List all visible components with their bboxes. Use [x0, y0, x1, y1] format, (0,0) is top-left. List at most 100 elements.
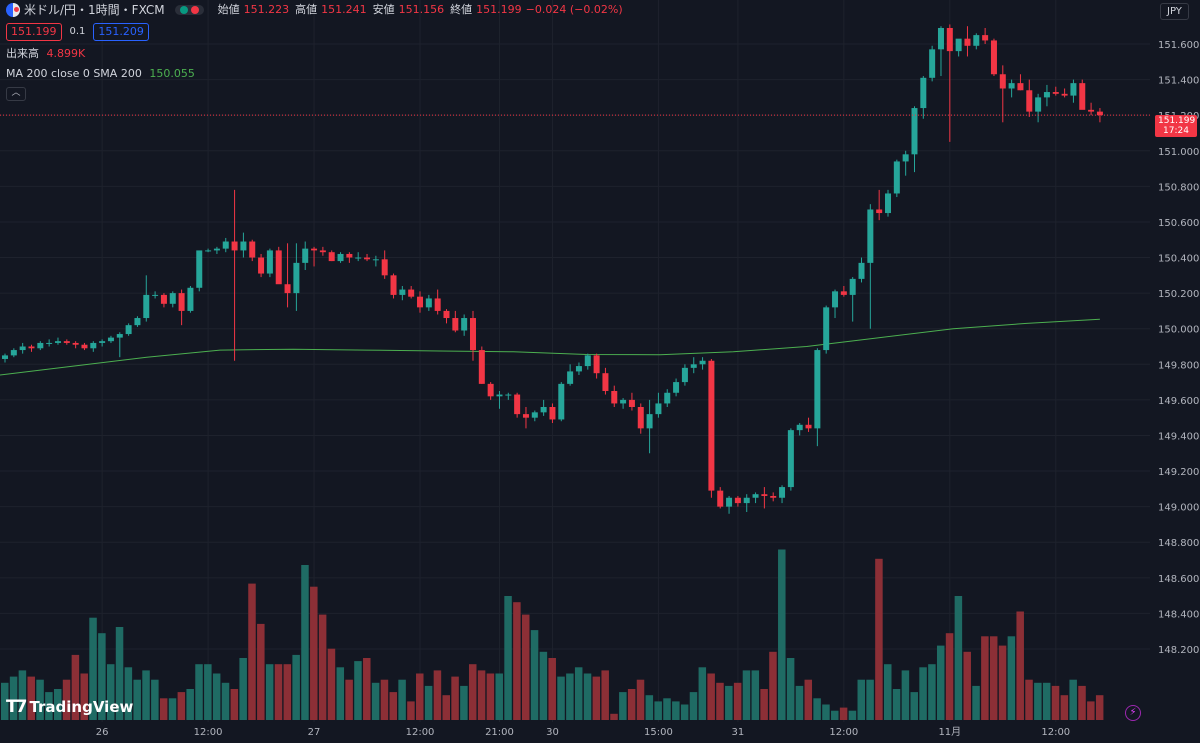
volume-bar — [786, 658, 795, 720]
volume-bar — [680, 704, 689, 720]
volume-bar — [71, 654, 80, 720]
volume-bar — [257, 623, 265, 720]
time-tick-label: 11月 — [938, 726, 961, 738]
volume-bar — [822, 704, 830, 720]
candle-body — [417, 296, 424, 308]
volume-bar — [839, 707, 848, 720]
time-tick-label: 15:00 — [644, 727, 673, 738]
candle-body — [637, 407, 644, 429]
candle-body — [28, 346, 35, 349]
volume-bar — [389, 692, 398, 720]
volume-bar — [521, 614, 530, 720]
volume-bar — [354, 661, 362, 720]
candle-body — [372, 259, 379, 261]
candle-body — [893, 161, 900, 194]
candle-body — [337, 253, 344, 262]
volume-bar — [539, 651, 548, 720]
volume-bar — [1069, 679, 1077, 720]
candle-body — [328, 252, 335, 262]
volume-bar — [804, 679, 813, 720]
volume-bar — [477, 670, 486, 720]
volume-bar — [283, 664, 292, 720]
tradingview-logo-icon: T7 — [6, 697, 27, 717]
volume-bar — [875, 558, 883, 720]
lightning-icon[interactable]: ⚡ — [1125, 705, 1141, 721]
candle-body — [213, 248, 220, 251]
ask-button[interactable]: 151.209 — [93, 23, 149, 41]
ma-label[interactable]: MA 200 close 0 SMA 200 — [6, 67, 142, 80]
candle-body — [19, 346, 26, 351]
price-tick-label: 151.600 — [1158, 40, 1199, 51]
volume-bar — [1060, 695, 1069, 720]
candle-body — [1008, 83, 1015, 89]
candle-body — [620, 399, 627, 404]
brand-name: TradingView — [29, 698, 134, 716]
candle-body — [187, 287, 194, 311]
ma-value: 150.055 — [149, 67, 195, 80]
volume-bar — [486, 673, 495, 720]
symbol-title[interactable]: 米ドル/円・1時間・FXCM — [24, 3, 165, 17]
candle-body — [531, 412, 538, 418]
time-tick-label: 12:00 — [1041, 727, 1070, 738]
volume-bar — [619, 692, 627, 720]
candle-body — [770, 495, 777, 498]
volume-bar — [45, 692, 53, 720]
chart-legend: 米ドル/円・1時間・FXCM 始値 151.223 高値 151.241 安値 151… — [6, 3, 623, 101]
volume-bar — [89, 617, 97, 720]
volume-bar — [451, 676, 459, 720]
price-tick-label: 149.600 — [1158, 396, 1199, 407]
bid-button[interactable]: 151.199 — [6, 23, 62, 41]
volume-bar — [504, 596, 512, 720]
volume-bar — [557, 676, 565, 720]
volume-bar — [742, 670, 751, 720]
price-tick-label: 149.000 — [1158, 503, 1199, 514]
candle-body — [611, 390, 618, 404]
candle-body — [628, 399, 635, 408]
chevron-up-icon[interactable]: ︿ — [6, 87, 26, 101]
ma-200-line — [0, 318, 1100, 376]
close-value: 151.199 — [476, 3, 522, 16]
candle-body — [205, 250, 212, 252]
volume-bar — [813, 698, 821, 720]
candle-body — [717, 490, 724, 507]
volume-bar — [248, 583, 256, 720]
volume-bar — [1042, 682, 1051, 720]
time-axis[interactable]: 26 12:00 27 12:00 21:00 30 15:00 31 12:00 11月 12:0… — [96, 726, 1070, 738]
candle-body — [876, 209, 883, 214]
candle-body — [196, 250, 203, 288]
candle-body — [849, 278, 856, 295]
candle-body — [708, 360, 715, 491]
candle-body — [1017, 83, 1024, 91]
volume-bar — [1078, 685, 1086, 720]
price-tick-label: 151.400 — [1158, 76, 1199, 87]
currency-button[interactable]: JPY — [1160, 3, 1189, 20]
candle-body — [469, 318, 476, 351]
candle-body — [116, 334, 123, 338]
volume-bar — [892, 689, 901, 720]
candle-body — [399, 289, 406, 295]
volume-bar — [327, 648, 336, 720]
volume-label[interactable]: 出来高 — [6, 47, 39, 60]
price-axis[interactable]: 151.600151.400151.200151.000150.800150.6… — [1158, 40, 1199, 656]
candle-body — [558, 383, 565, 420]
candle-body — [929, 49, 936, 78]
candle-body — [452, 318, 459, 331]
volume-bar — [919, 667, 927, 720]
market-status-icon[interactable] — [174, 5, 204, 15]
change-value: −0.024 (−0.02%) — [525, 3, 623, 16]
volume-bar — [760, 689, 768, 720]
candle-body — [293, 262, 300, 294]
tradingview-logo[interactable]: T7 TradingView — [6, 697, 133, 717]
candle-body — [319, 250, 326, 253]
volume-bar — [698, 667, 707, 720]
volume-bar — [301, 565, 309, 720]
candle-body — [514, 394, 521, 415]
candle-body — [284, 284, 291, 294]
candle-body — [752, 494, 759, 498]
candle-body — [823, 307, 830, 351]
candle-body — [814, 350, 821, 429]
candles — [2, 24, 1103, 514]
candle-body — [787, 430, 794, 488]
candle-body — [902, 154, 909, 162]
